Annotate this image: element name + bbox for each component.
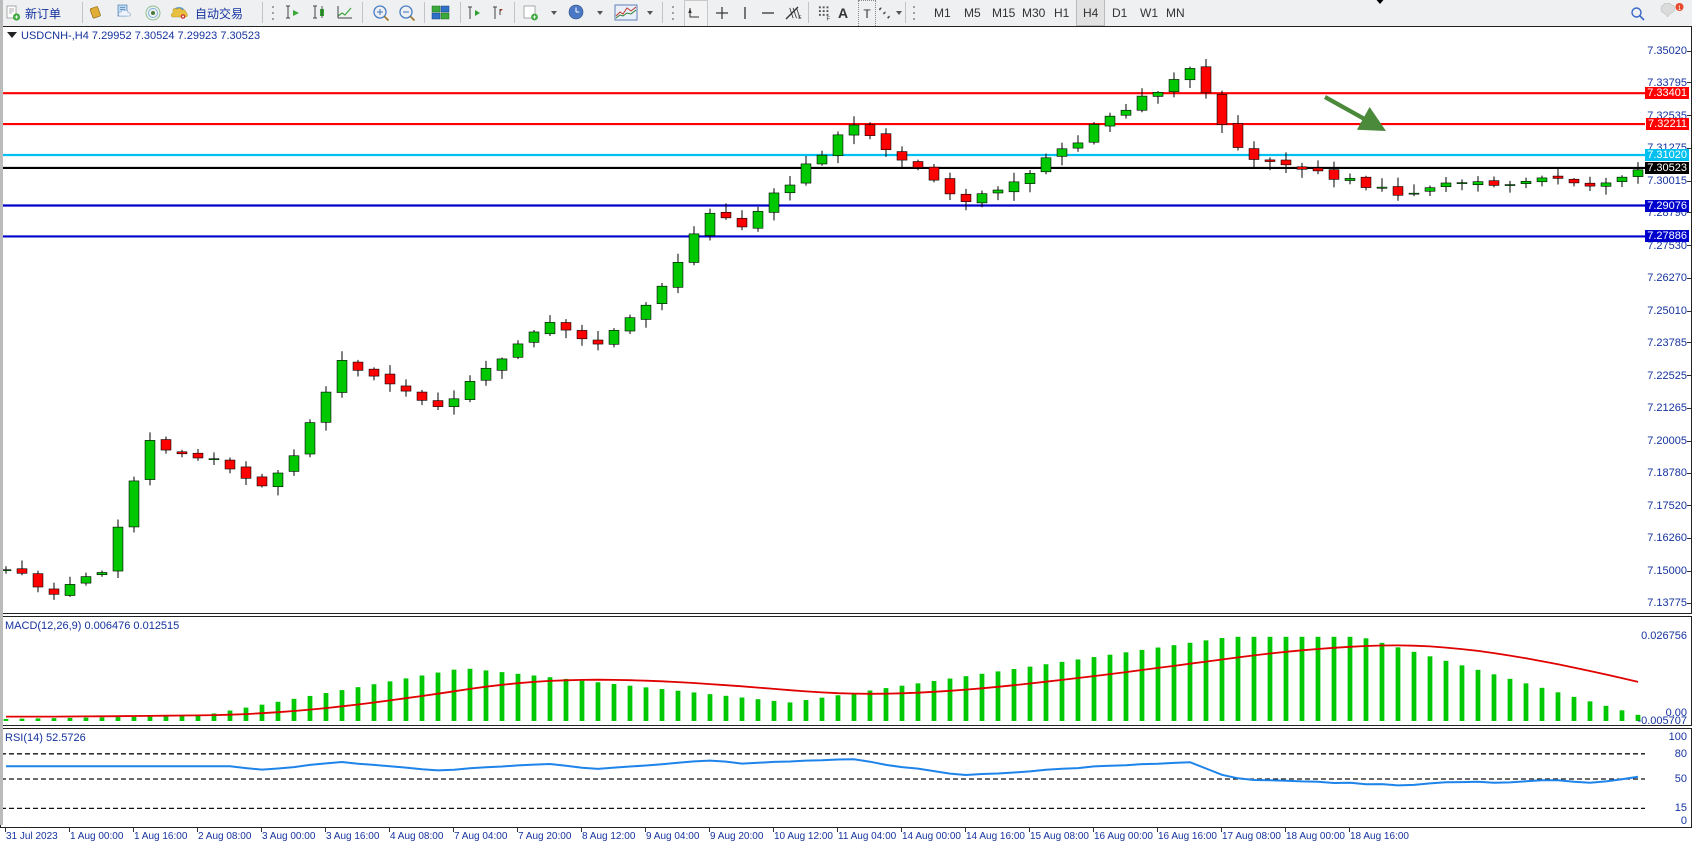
svg-text:E: E: [798, 15, 802, 21]
svg-text:F: F: [826, 17, 830, 21]
